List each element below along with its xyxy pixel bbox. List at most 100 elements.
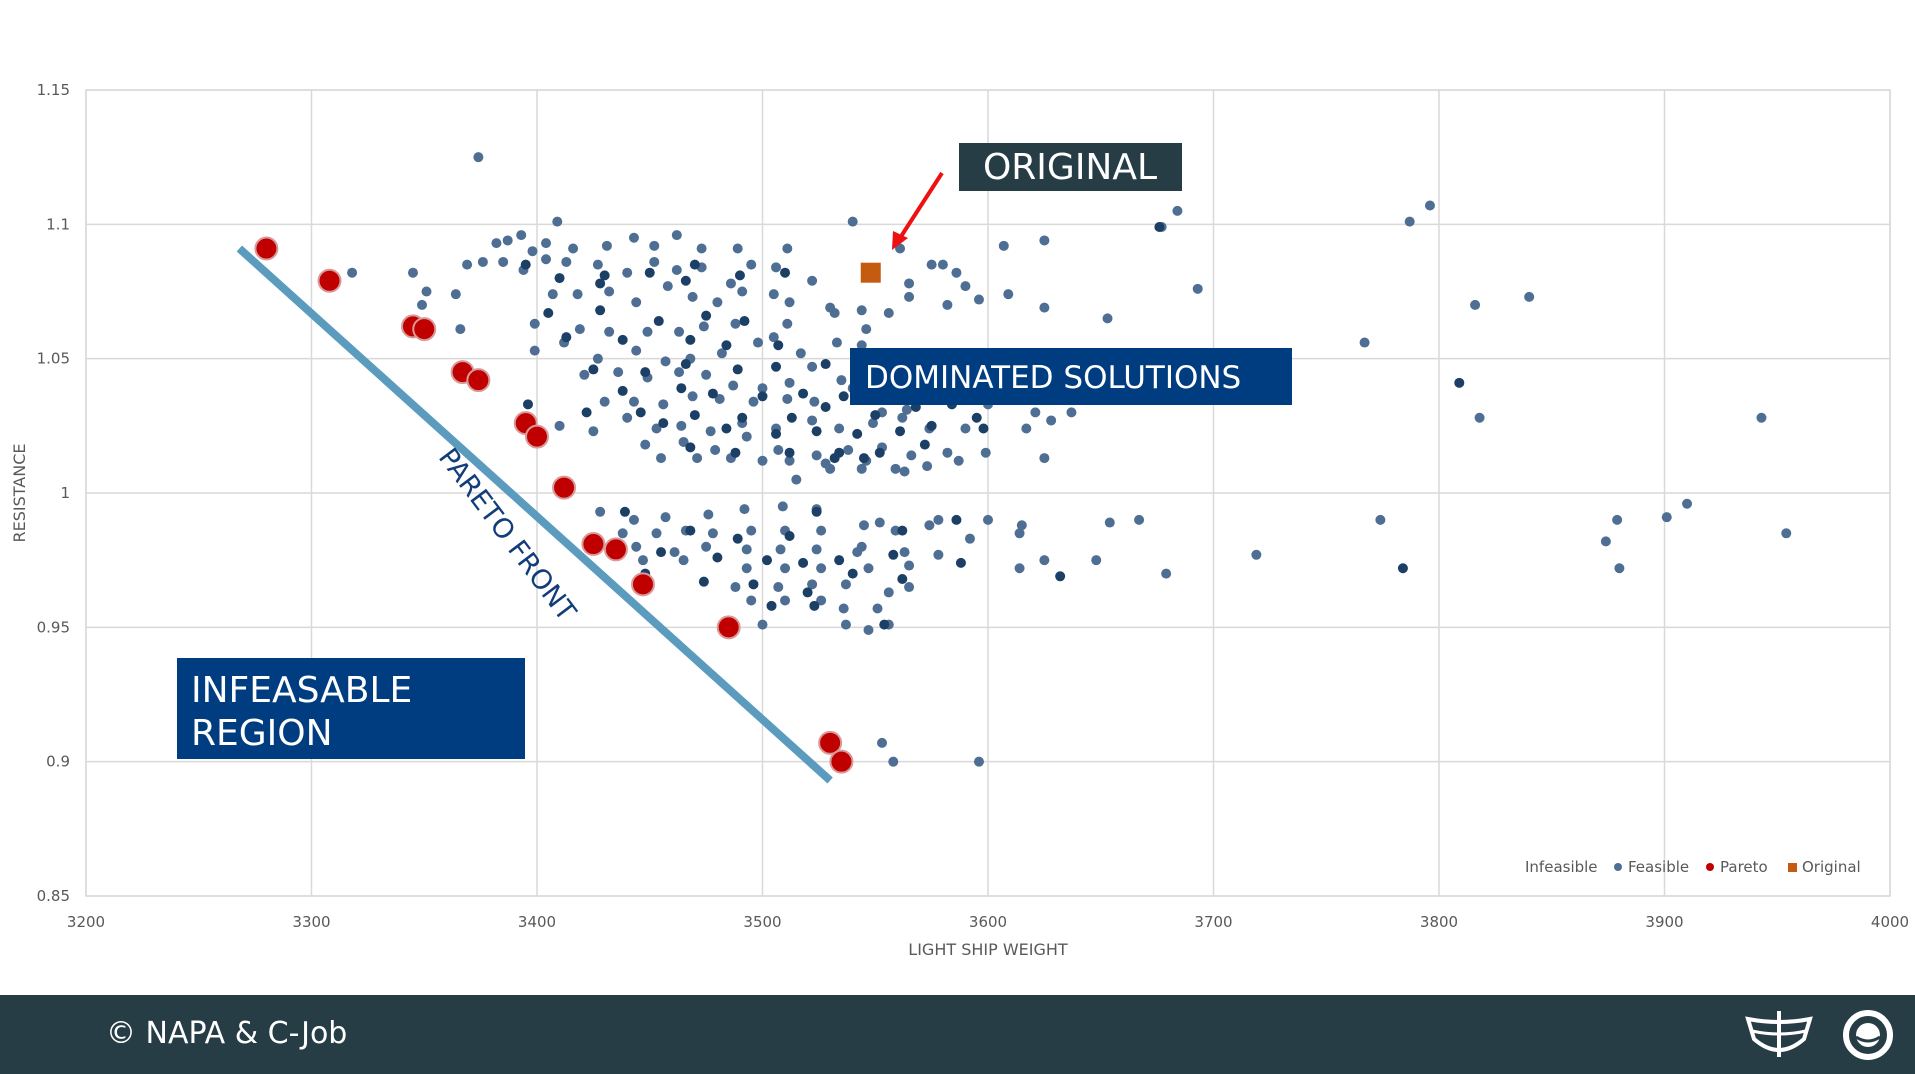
feasible-point [1470,299,1481,310]
feasible-point [689,410,700,421]
feasible-point [734,270,745,281]
feasible-point [906,450,917,461]
feasible-point [737,286,748,297]
pareto-point [466,368,491,393]
legend-label: Infeasible [1525,858,1598,876]
feasible-point [347,267,358,278]
feasible-point [780,267,791,278]
feasible-point [473,152,484,163]
feasible-point [1404,216,1415,227]
feasible-point [879,619,890,630]
feasible-point [696,243,707,254]
feasible-point [829,453,840,464]
feasible-point [820,359,831,370]
feasible-point [716,348,727,359]
feasible-point [516,230,527,241]
feasible-point [904,560,915,571]
pareto-point [254,236,279,261]
infeasible-region-line2: REGION [191,713,333,754]
feasible-point [1612,514,1623,525]
feasible-point [732,364,743,375]
feasible-point [762,555,773,566]
feasible-point [807,275,818,286]
dominated-solutions-box [850,348,1292,405]
legend-label: Feasible [1628,858,1689,876]
feasible-point [811,544,822,555]
feasible-point [674,367,685,378]
feasible-point [847,568,858,579]
feasible-point [595,506,606,517]
feasible-point [635,407,646,418]
feasible-point [953,455,964,466]
feasible-point [642,326,653,337]
feasible-point [874,447,885,458]
feasible-point [1021,423,1032,434]
legend-marker [1706,863,1714,871]
feasible-point [888,549,899,560]
feasible-point [1104,517,1115,528]
feasible-point [737,412,748,423]
feasible-point [856,463,867,474]
feasible-point [757,383,768,394]
feasible-point [840,579,851,590]
feasible-point [757,455,768,466]
feasible-point [707,528,718,539]
ship-hull-logo-icon [1745,1011,1813,1057]
pareto-point [581,532,606,557]
y-tick-label: 0.95 [37,618,70,636]
feasible-point [1039,555,1050,566]
feasible-point [421,286,432,297]
feasible-point [852,547,863,558]
feasible-point [732,533,743,544]
footer-bar: © NAPA & C-Job [0,995,1915,1074]
x-tick-labels: 3200 3300 3400 3500 3600 3700 3800 3900 4000 [67,913,1909,931]
feasible-point [780,563,791,574]
feasible-point [656,453,667,464]
feasible-point [676,420,687,431]
feasible-point [622,412,633,423]
feasible-point [671,230,682,241]
feasible-point [834,555,845,566]
feasible-point [942,299,953,310]
feasible-point [579,369,590,380]
feasible-point [752,337,763,348]
feasible-point [980,447,991,458]
feasible-point [701,541,712,552]
feasible-point [721,423,732,434]
arrow-head-icon [892,231,908,250]
feasible-point [703,509,714,520]
feasible-point [1066,407,1077,418]
feasible-point [978,423,989,434]
feasible-point [651,423,662,434]
feasible-point [904,582,915,593]
feasible-point [757,619,768,630]
feasible-point [730,447,741,458]
pareto-point [412,317,437,342]
feasible-point [771,361,782,372]
feasible-point [874,517,885,528]
feasible-point [973,294,984,305]
feasible-point [622,267,633,278]
feasible-point [825,463,836,474]
feasible-point [588,364,599,375]
feasible-point [820,402,831,413]
feasible-point [547,289,558,300]
feasible-point [628,396,639,407]
feasible-point [685,525,696,536]
feasible-point [942,447,953,458]
feasible-point [795,348,806,359]
feasible-point [897,412,908,423]
feasible-point [1055,571,1066,582]
feasible-point [768,332,779,343]
feasible-point [599,270,610,281]
feasible-point [784,530,795,541]
feasible-point [592,259,603,270]
feasible-point [730,582,741,593]
feasible-point [811,450,822,461]
feasible-point [541,254,552,265]
feasible-point [574,324,585,335]
x-axis-title: LIGHT SHIP WEIGHT [908,940,1068,959]
feasible-point [628,514,639,525]
feasible-point [529,345,540,356]
feasible-point [1756,412,1767,423]
